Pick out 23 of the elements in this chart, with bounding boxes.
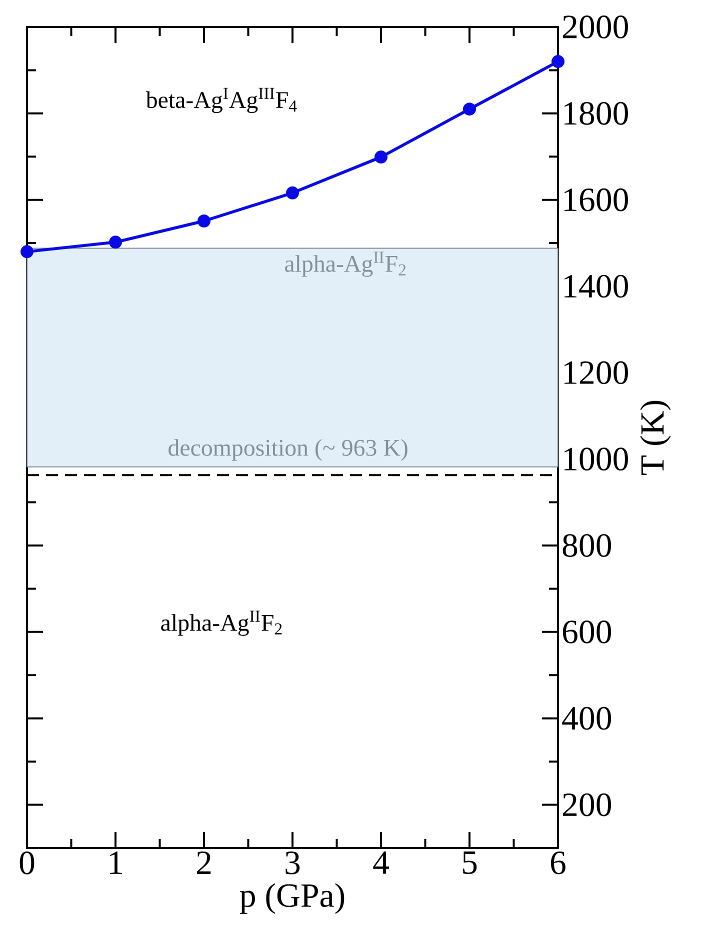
y-tick-label: 1800 — [564, 102, 628, 125]
y-tick-label: 1600 — [564, 188, 628, 212]
y-tick-label: 600 — [562, 620, 612, 644]
x-tick-label: 3 — [286, 852, 300, 874]
x-tick-label: 5 — [462, 852, 477, 874]
annotation: beta-Ag$^{I}$Ag$^{III}$F$_{4}$ — [146, 88, 297, 113]
y-tick-label: 200 — [563, 793, 612, 816]
annotation: alpha-Ag$^{II}$F$_{2}$ — [161, 610, 282, 636]
x-tick-label: 4 — [373, 852, 389, 874]
y-tick-label: 400 — [562, 706, 612, 730]
y-tick-label: 1000 — [564, 448, 628, 471]
band-label: alpha-Ag$^{II}$F$_{2}$ — [285, 252, 406, 277]
y-axis-title: T (K) — [640, 400, 671, 475]
y-tick-label: 2000 — [563, 16, 628, 38]
x-tick-label: 2 — [197, 852, 211, 874]
y-tick-label: 800 — [562, 534, 612, 557]
x-tick-label: 6 — [550, 852, 566, 874]
x-tick-label: 0 — [20, 852, 34, 874]
x-tick-label: 1 — [110, 852, 122, 874]
y-tick-label: 1200 — [564, 361, 628, 384]
ref-line-label: decomposition (~ 963 K) — [168, 439, 408, 461]
y-tick-label: 1400 — [564, 274, 628, 298]
x-axis-title: p (GPa) — [240, 883, 344, 914]
